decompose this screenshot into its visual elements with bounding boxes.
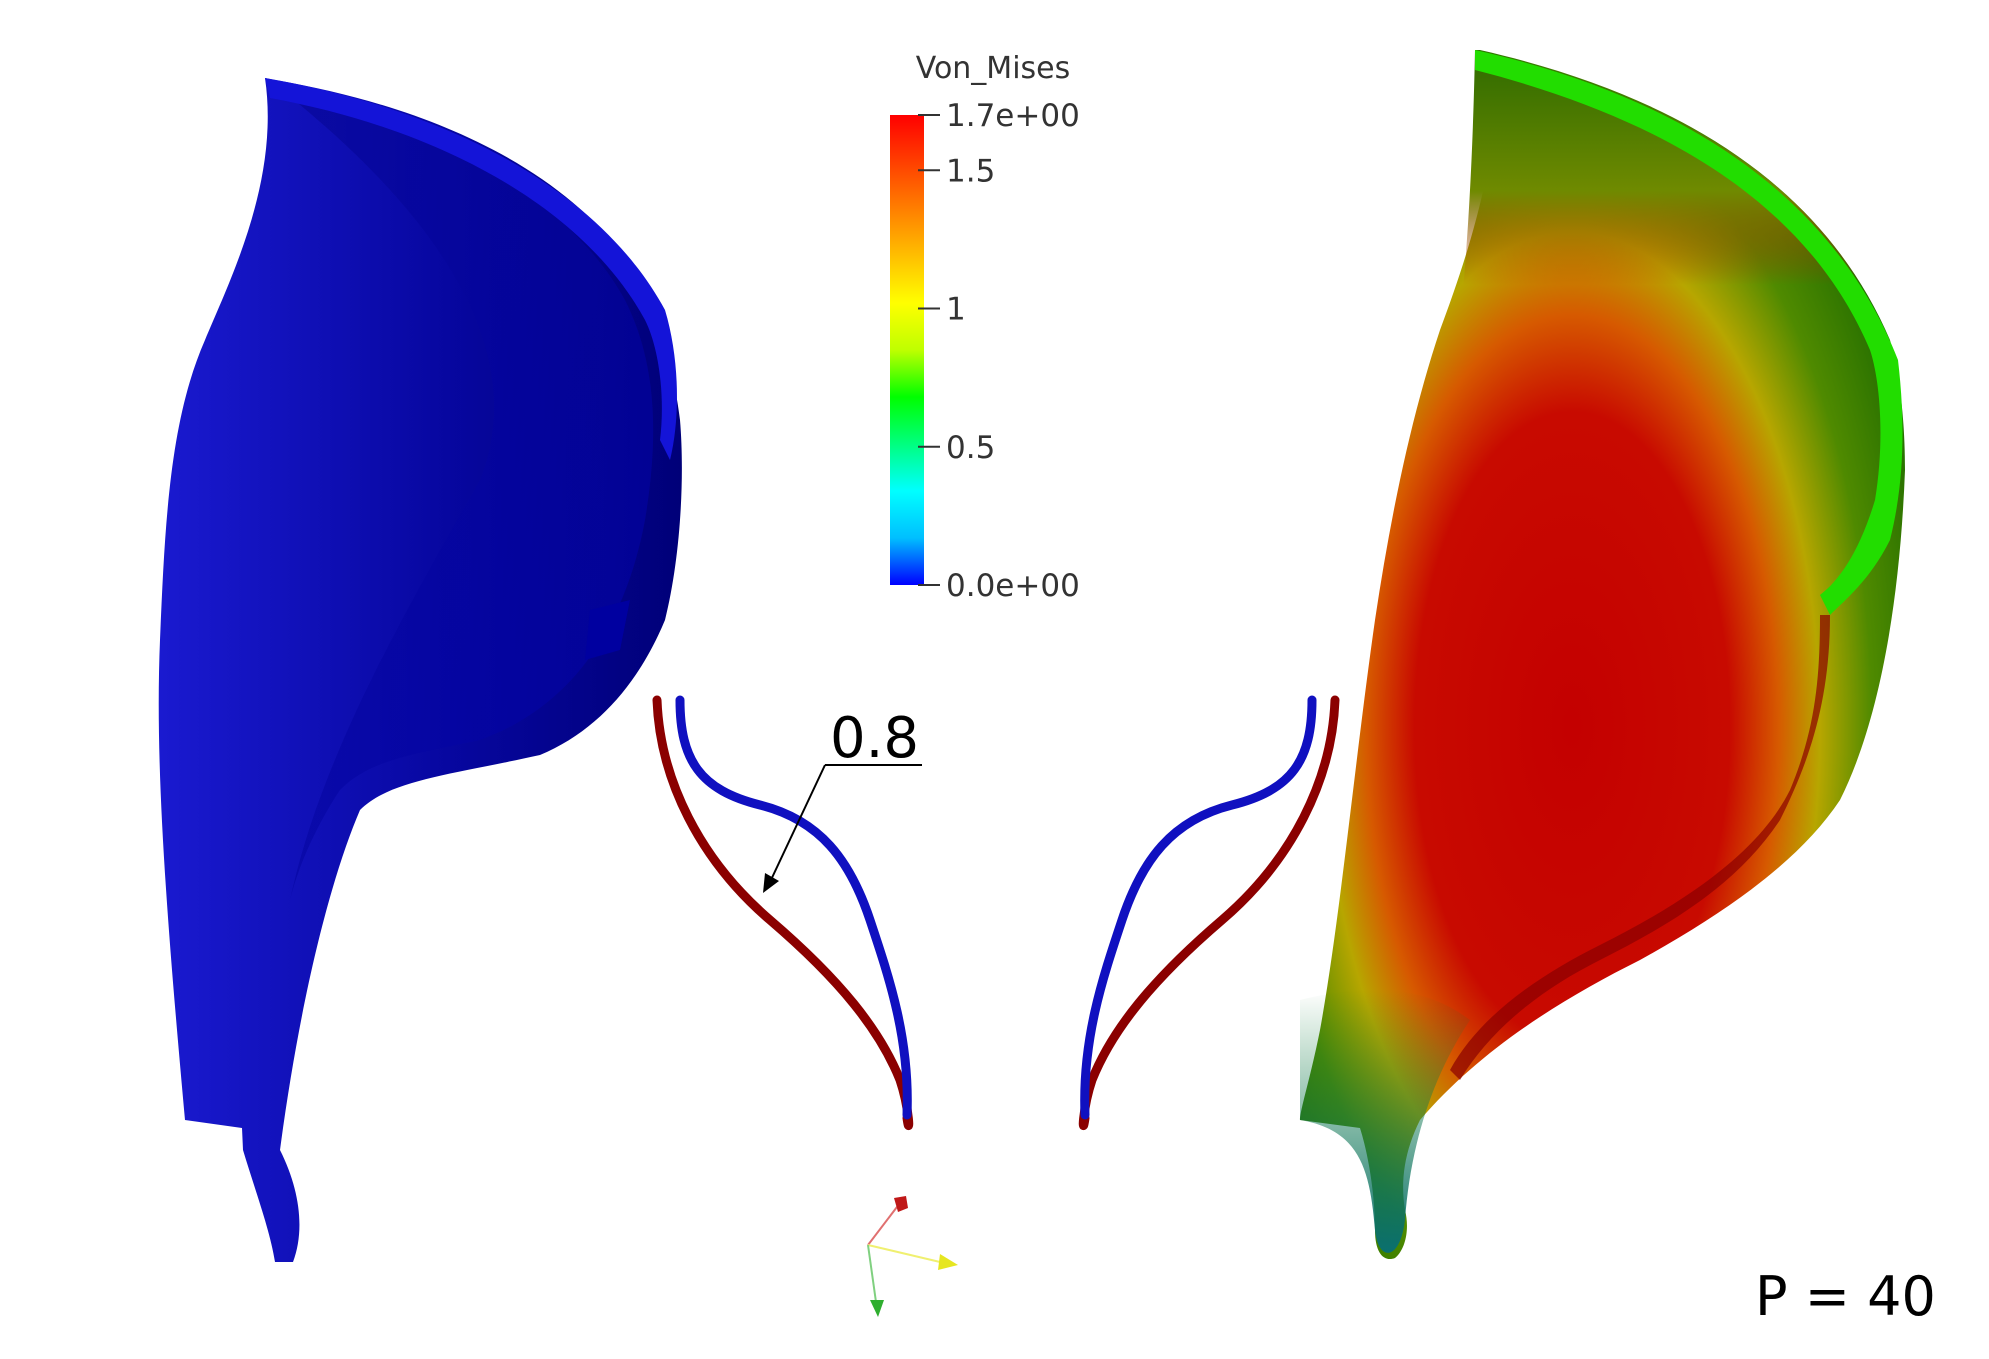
right-leaflet (1300, 50, 1905, 1260)
callout-arrowhead (763, 873, 779, 893)
axis-y-icon (870, 1300, 884, 1317)
axis-x-line (867, 1244, 941, 1263)
legend-title: Von_Mises (916, 51, 1071, 86)
right-leaflet-bottom-shade (1300, 989, 1470, 1253)
legend-tick-label: 1 (946, 292, 966, 328)
legend-tick-label: 0.5 (946, 430, 995, 466)
pressure-label: P = 40 (1755, 1265, 1936, 1328)
axis-z-icon (894, 1196, 908, 1212)
right-undeformed-profile (1080, 695, 1317, 1120)
legend-tick-label: 1.5 (946, 153, 995, 189)
left-undeformed-profile (675, 695, 912, 1120)
callout-leader (769, 764, 826, 883)
color-legend: Von_Mises 1.7e+00 1.5 1 0.5 0.0e+00 (890, 51, 1080, 604)
right-leaflet-rim (1475, 50, 1903, 615)
left-leaflet-rim (265, 78, 677, 460)
axis-z-line (867, 1202, 901, 1246)
legend-tick-label: 0.0e+00 (946, 568, 1080, 604)
axis-x-icon (938, 1254, 958, 1270)
right-leaflet-side-face (1450, 615, 1830, 1080)
colorbar (890, 115, 924, 585)
callout-label: 0.8 (830, 706, 919, 771)
legend-ticks: 1.7e+00 1.5 1 0.5 0.0e+00 (918, 98, 1080, 604)
right-leaflet-top-shade (1440, 50, 1902, 520)
callout: 0.8 (763, 706, 922, 893)
left-leaflet-notch (585, 600, 630, 660)
legend-tick-label: 1.7e+00 (946, 98, 1080, 134)
axis-y-line (867, 1244, 877, 1303)
left-leaflet (158, 78, 682, 1262)
profile-curves (652, 695, 1340, 1130)
left-leaflet-inner-surface (288, 95, 654, 900)
orientation-axes (867, 1196, 958, 1317)
